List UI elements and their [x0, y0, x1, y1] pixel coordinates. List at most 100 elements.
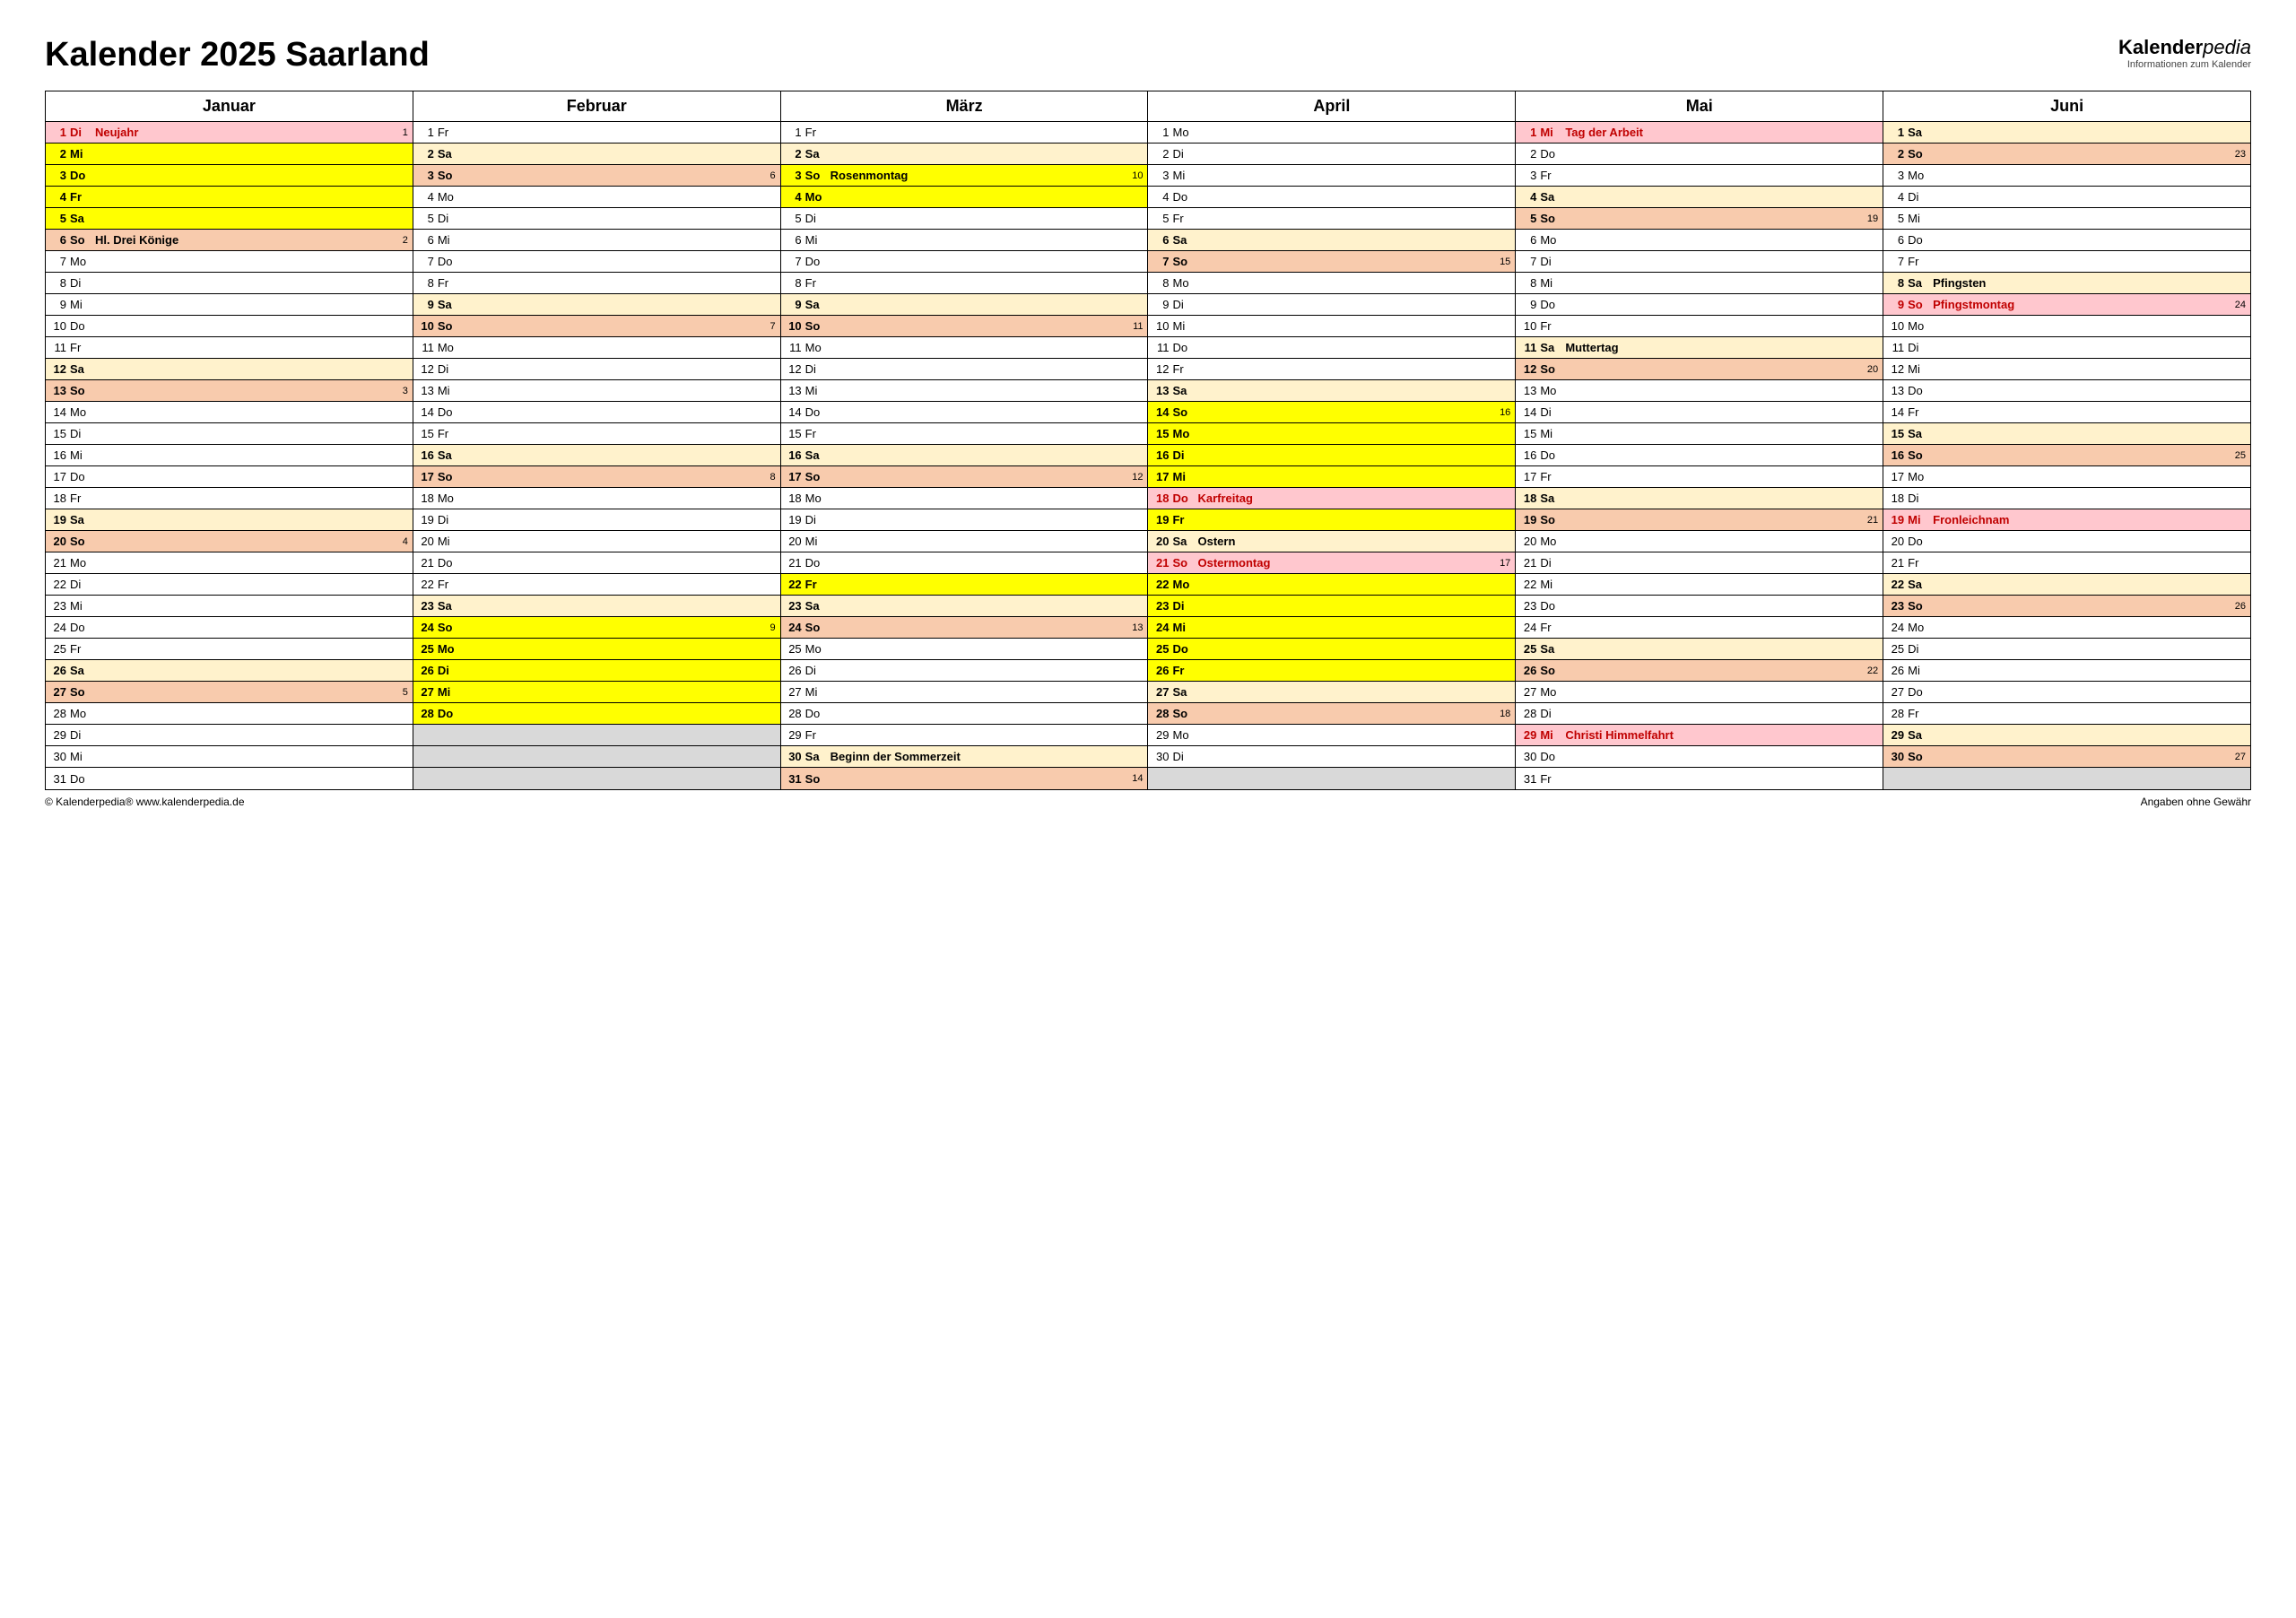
- empty-cell: [413, 725, 780, 746]
- day-cell: 10Do: [46, 316, 413, 337]
- day-cell: 1Fr: [781, 122, 1148, 144]
- day-cell: 20Mi: [781, 531, 1148, 552]
- day-cell: 26Di: [413, 660, 780, 682]
- month-header: Januar: [46, 91, 413, 122]
- day-cell: 23Mi: [46, 596, 413, 617]
- day-cell: 20Do: [1883, 531, 2250, 552]
- month-header: Mai: [1516, 91, 1883, 122]
- day-cell: 27Mo: [1516, 682, 1883, 703]
- day-cell: 21Do: [781, 552, 1148, 574]
- day-cell: 26Di: [781, 660, 1148, 682]
- day-cell: 9Mi: [46, 294, 413, 316]
- day-cell: 28Fr: [1883, 703, 2250, 725]
- day-cell: 2Sa: [413, 144, 780, 165]
- day-cell: 1DiNeujahr1: [46, 122, 413, 144]
- day-cell: 27Mi: [413, 682, 780, 703]
- day-cell: 26Sa: [46, 660, 413, 682]
- day-cell: 13Sa: [1148, 380, 1515, 402]
- day-cell: 6Mi: [413, 230, 780, 251]
- day-cell: 14Fr: [1883, 402, 2250, 423]
- day-cell: 23So26: [1883, 596, 2250, 617]
- day-cell: 20So4: [46, 531, 413, 552]
- day-cell: 7Mo: [46, 251, 413, 273]
- day-cell: 27Sa: [1148, 682, 1515, 703]
- day-cell: 27Do: [1883, 682, 2250, 703]
- day-cell: 16Sa: [781, 445, 1148, 466]
- day-cell: 14Do: [413, 402, 780, 423]
- day-cell: 4Mo: [413, 187, 780, 208]
- day-cell: 17Mi: [1148, 466, 1515, 488]
- day-cell: 13Mo: [1516, 380, 1883, 402]
- day-cell: 30So27: [1883, 746, 2250, 768]
- day-cell: 25Fr: [46, 639, 413, 660]
- day-cell: 19MiFronleichnam: [1883, 509, 2250, 531]
- day-cell: 6SoHl. Drei Könige2: [46, 230, 413, 251]
- day-cell: 28Do: [413, 703, 780, 725]
- day-cell: 3So6: [413, 165, 780, 187]
- day-cell: 2Do: [1516, 144, 1883, 165]
- day-cell: 30Do: [1516, 746, 1883, 768]
- day-cell: 8Di: [46, 273, 413, 294]
- day-cell: 29MiChristi Himmelfahrt: [1516, 725, 1883, 746]
- day-cell: 24Mo: [1883, 617, 2250, 639]
- day-cell: 2Mi: [46, 144, 413, 165]
- day-cell: 8Fr: [781, 273, 1148, 294]
- day-cell: 10So11: [781, 316, 1148, 337]
- day-cell: 15Mi: [1516, 423, 1883, 445]
- day-cell: 16Di: [1148, 445, 1515, 466]
- day-cell: 31So14: [781, 768, 1148, 789]
- day-cell: 14Di: [1516, 402, 1883, 423]
- day-cell: 12Di: [781, 359, 1148, 380]
- day-cell: 4Mo: [781, 187, 1148, 208]
- day-cell: 11SaMuttertag: [1516, 337, 1883, 359]
- day-cell: 28Do: [781, 703, 1148, 725]
- day-cell: 15Mo: [1148, 423, 1515, 445]
- day-cell: 24Mi: [1148, 617, 1515, 639]
- day-cell: 27So5: [46, 682, 413, 703]
- day-cell: 30SaBeginn der Sommerzeit: [781, 746, 1148, 768]
- day-cell: 22Mi: [1516, 574, 1883, 596]
- brand-logo: Kalenderpedia Informationen zum Kalender: [2118, 36, 2251, 70]
- day-cell: 7So15: [1148, 251, 1515, 273]
- day-cell: 16Mi: [46, 445, 413, 466]
- day-cell: 7Do: [413, 251, 780, 273]
- footer-right: Angaben ohne Gewähr: [2141, 796, 2251, 808]
- day-cell: 25Mo: [781, 639, 1148, 660]
- day-cell: 16Do: [1516, 445, 1883, 466]
- footer-left: © Kalenderpedia® www.kalenderpedia.de: [45, 796, 245, 808]
- day-cell: 12Sa: [46, 359, 413, 380]
- day-cell: 31Do: [46, 768, 413, 789]
- day-cell: 15Fr: [413, 423, 780, 445]
- day-cell: 13So3: [46, 380, 413, 402]
- day-cell: 17So8: [413, 466, 780, 488]
- calendar-table: JanuarFebruarMärzAprilMaiJuni 1DiNeujahr…: [45, 91, 2251, 790]
- day-cell: 21Fr: [1883, 552, 2250, 574]
- day-cell: 3Mo: [1883, 165, 2250, 187]
- day-cell: 4Do: [1148, 187, 1515, 208]
- day-cell: 20Mo: [1516, 531, 1883, 552]
- day-cell: 3Fr: [1516, 165, 1883, 187]
- day-cell: 11Mo: [413, 337, 780, 359]
- day-cell: 15Sa: [1883, 423, 2250, 445]
- day-cell: 25Sa: [1516, 639, 1883, 660]
- day-cell: 23Sa: [781, 596, 1148, 617]
- day-cell: 12Fr: [1148, 359, 1515, 380]
- day-cell: 17So12: [781, 466, 1148, 488]
- day-cell: 12So20: [1516, 359, 1883, 380]
- page-title: Kalender 2025 Saarland: [45, 36, 430, 74]
- day-cell: 10Mi: [1148, 316, 1515, 337]
- day-cell: 13Mi: [413, 380, 780, 402]
- day-cell: 22Mo: [1148, 574, 1515, 596]
- day-cell: 10Fr: [1516, 316, 1883, 337]
- day-cell: 30Mi: [46, 746, 413, 768]
- day-cell: 1Fr: [413, 122, 780, 144]
- day-cell: 10So7: [413, 316, 780, 337]
- day-cell: 8SaPfingsten: [1883, 273, 2250, 294]
- day-cell: 9Sa: [781, 294, 1148, 316]
- day-cell: 21SoOstermontag17: [1148, 552, 1515, 574]
- day-cell: 5Fr: [1148, 208, 1515, 230]
- day-cell: 26So22: [1516, 660, 1883, 682]
- day-cell: 5Di: [781, 208, 1148, 230]
- day-cell: 9Di: [1148, 294, 1515, 316]
- day-cell: 14Do: [781, 402, 1148, 423]
